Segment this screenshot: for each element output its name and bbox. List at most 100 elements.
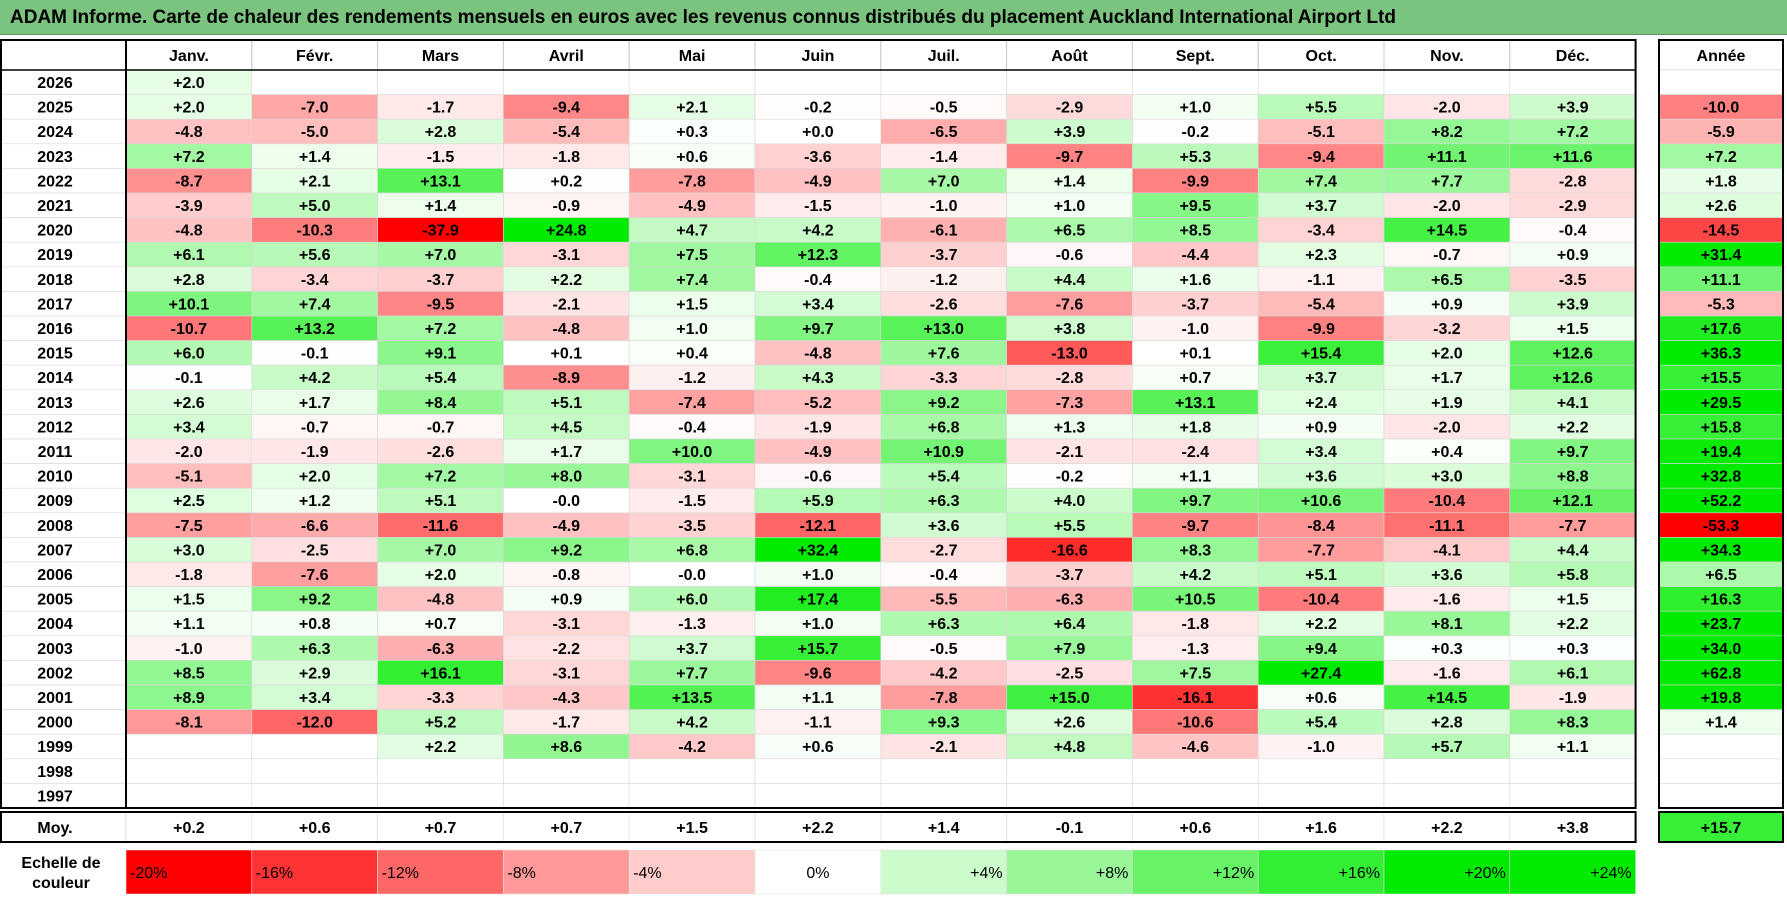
cell-value: +3.7	[1305, 370, 1337, 387]
cell-value: -1.9	[301, 444, 329, 461]
heatmap-cell	[1006, 168, 1133, 194]
heatmap-cell	[1006, 660, 1133, 686]
heatmap-cell	[1132, 684, 1259, 710]
annual-cell	[1658, 610, 1784, 637]
cell-value: +6.5	[1054, 223, 1086, 240]
average-value: +1.6	[1305, 820, 1337, 837]
cell-value: +2.8	[173, 272, 205, 289]
grid-border	[0, 39, 1637, 809]
year-label: 2014	[37, 370, 73, 387]
cell-value: -2.6	[930, 296, 958, 313]
heatmap-cell	[628, 291, 756, 317]
heatmap-cell	[628, 537, 756, 563]
annual-value: -14.5	[1703, 223, 1740, 240]
cell-value: -0.8	[553, 567, 581, 584]
annual-value: +52.2	[1701, 493, 1742, 510]
cell-value: +5.7	[1431, 739, 1463, 756]
heatmap-cell	[377, 463, 504, 489]
average-value: -0.1	[1056, 820, 1084, 837]
heatmap-cell	[503, 340, 630, 366]
cell-value: -2.8	[1056, 370, 1084, 387]
cell-value: +3.7	[1305, 198, 1337, 215]
cell-value: +1.9	[1431, 395, 1463, 412]
heatmap-cell	[1006, 241, 1133, 268]
heatmap-cell	[754, 414, 882, 440]
heatmap-cell	[251, 537, 378, 563]
cell-value: +0.0	[802, 124, 834, 141]
cell-value: -4.8	[175, 223, 203, 240]
heatmap-cell	[628, 512, 756, 538]
cell-value: -5.1	[175, 469, 203, 486]
year-cell	[0, 340, 127, 366]
cell-value: +6.0	[676, 592, 708, 609]
column-header: Avril	[549, 48, 584, 65]
cell-value: +1.2	[299, 493, 331, 510]
heatmap-cell	[125, 438, 253, 464]
heatmap-cell	[1383, 315, 1511, 341]
heatmap-cell	[1257, 364, 1385, 391]
cell-value: -0.5	[930, 641, 958, 658]
average-value: +1.5	[676, 820, 708, 837]
legend-swatch	[754, 849, 882, 895]
heatmap-cell	[1509, 69, 1636, 95]
heatmap-cell	[1006, 143, 1133, 169]
year-cell	[0, 291, 127, 317]
heatmap-cell	[1257, 733, 1385, 760]
legend-value: -16%	[256, 865, 293, 882]
cell-value: +1.4	[299, 149, 331, 166]
cell-value: +5.0	[299, 198, 331, 215]
cell-value: +0.4	[1431, 444, 1463, 461]
cell-value: -1.7	[427, 100, 455, 117]
cell-value: +1.5	[173, 592, 205, 609]
heatmap-cell	[125, 340, 253, 366]
cell-value: +1.4	[425, 198, 457, 215]
heatmap-cell	[251, 660, 378, 686]
cell-value: -0.4	[804, 272, 832, 289]
legend-swatch	[880, 849, 1007, 895]
heatmap-cell	[1257, 586, 1385, 612]
heatmap-cell	[125, 168, 253, 194]
cell-value: +17.4	[798, 592, 839, 609]
cell-value: +4.0	[1054, 493, 1086, 510]
heatmap-cell	[1257, 709, 1385, 735]
cell-value: +10.0	[672, 444, 713, 461]
heatmap-cell	[1257, 758, 1385, 784]
heatmap-cell	[1257, 94, 1385, 120]
cell-value: -3.3	[930, 370, 958, 387]
annual-value: +6.5	[1705, 567, 1737, 584]
cell-value: +5.9	[802, 493, 834, 510]
year-label: 2023	[37, 149, 73, 166]
cell-value: +3.6	[928, 518, 960, 535]
cell-value: +8.5	[1180, 223, 1212, 240]
cell-value: +0.6	[802, 739, 834, 756]
cell-value: -1.9	[1559, 690, 1587, 707]
cell-value: +2.0	[173, 75, 205, 92]
cell-value: -8.4	[1307, 518, 1335, 535]
cell-value: +3.7	[676, 641, 708, 658]
column-header: Nov.	[1430, 48, 1463, 65]
cell-value: -2.1	[553, 296, 581, 313]
legend-value: +20%	[1464, 865, 1505, 882]
cell-value: +7.2	[1557, 124, 1589, 141]
heatmap-cell	[377, 684, 504, 710]
cell-value: -0.4	[678, 419, 706, 436]
annual-cell	[1658, 340, 1784, 366]
heatmap-cell	[1257, 660, 1385, 686]
average-value: +0.2	[173, 820, 205, 837]
cell-value: -1.0	[1307, 739, 1335, 756]
year-cell	[0, 217, 127, 243]
heatmap-cell	[754, 463, 882, 489]
cell-value: -3.9	[175, 198, 203, 215]
heatmap-cell	[1132, 364, 1259, 391]
heatmap-cell	[125, 118, 253, 145]
cell-value: +10.9	[923, 444, 964, 461]
cell-value: -2.4	[1182, 444, 1210, 461]
column-header-cell	[125, 39, 253, 71]
cell-value: +3.0	[173, 542, 205, 559]
legend-value: +4%	[970, 865, 1002, 882]
cell-value: -4.3	[553, 690, 581, 707]
year-label: 2009	[37, 493, 73, 510]
annual-cell	[1658, 586, 1784, 612]
year-label: 2021	[37, 198, 73, 215]
heatmap-cell	[628, 118, 756, 145]
